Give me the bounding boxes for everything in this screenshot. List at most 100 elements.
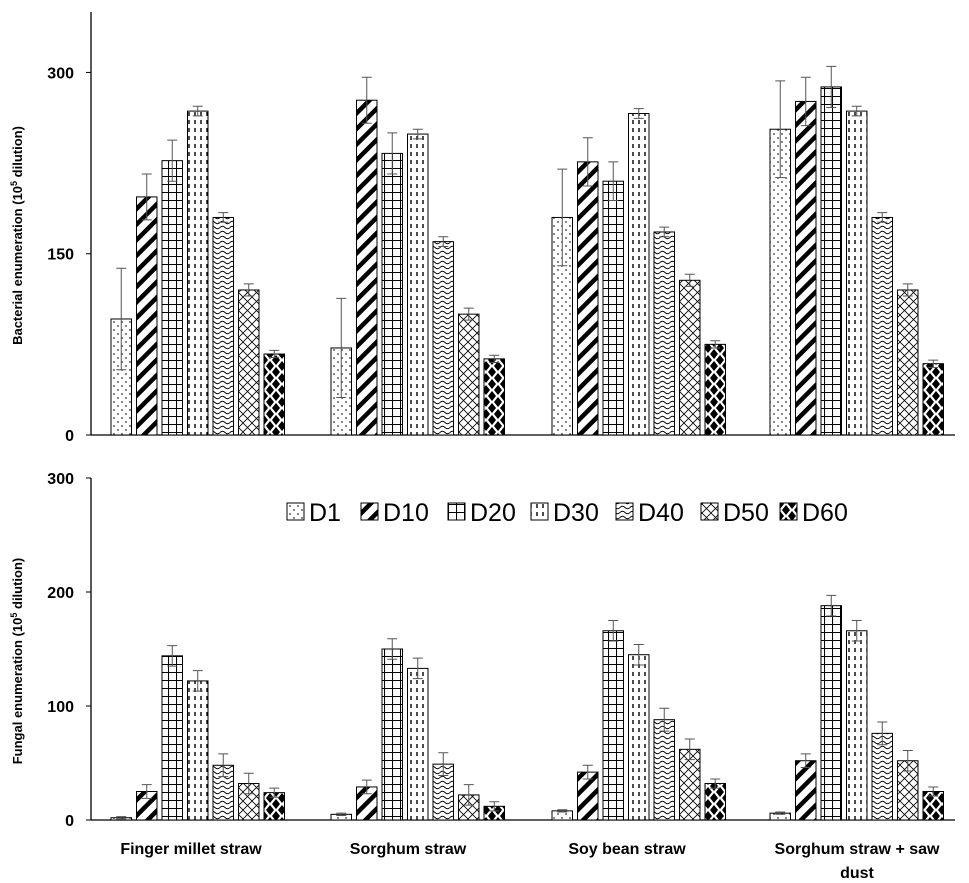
bar-d60-4 xyxy=(922,363,944,436)
error-bar xyxy=(336,812,347,816)
category-label-4: Sorghum straw + saw dust xyxy=(775,841,940,882)
bar-d50-4 xyxy=(897,289,919,436)
y-axis-title: Bacterial enumeration (105 dilution) xyxy=(9,126,25,345)
error-bar xyxy=(141,784,152,799)
error-bar xyxy=(928,359,939,368)
bar-d30-3 xyxy=(628,113,650,436)
error-bar xyxy=(582,137,593,187)
error-bar xyxy=(851,620,862,642)
legend-label-d1: D1 xyxy=(309,499,341,527)
error-bar xyxy=(684,738,695,761)
error-bar xyxy=(192,670,203,692)
y-tick-label: 100 xyxy=(47,699,74,716)
error-bar xyxy=(684,273,695,287)
error-bar xyxy=(608,620,619,642)
legend-swatch-d30 xyxy=(530,502,549,521)
y-tick-label: 150 xyxy=(47,247,74,264)
bar-d50-3 xyxy=(679,279,701,436)
bar-d50-2 xyxy=(458,313,480,436)
legend-label-d30: D30 xyxy=(553,499,599,527)
legend-swatch-d40 xyxy=(615,502,634,521)
error-bar xyxy=(218,753,229,778)
error-bar xyxy=(141,173,152,221)
bar-d30-2 xyxy=(407,133,429,436)
category-label-1: Finger millet straw xyxy=(120,841,262,858)
y-tick-label: 200 xyxy=(47,585,74,602)
y-tick-label: 300 xyxy=(47,471,74,488)
category-label-2: Sorghum straw xyxy=(350,841,467,858)
error-bar xyxy=(775,80,786,179)
bar-d20-4 xyxy=(820,86,842,436)
bar-d30-4 xyxy=(846,630,868,821)
error-bar xyxy=(800,753,811,769)
error-bar xyxy=(710,340,721,349)
error-bar xyxy=(243,772,254,795)
bar-d40-1 xyxy=(212,216,234,436)
bar-d60-1 xyxy=(263,353,285,436)
bar-d20-2 xyxy=(381,648,403,821)
bar-d30-3 xyxy=(628,654,650,821)
error-bar xyxy=(116,816,127,820)
error-bar xyxy=(877,721,888,746)
legend-label-d10: D10 xyxy=(383,499,429,527)
legend-label-d60: D60 xyxy=(802,499,848,527)
error-bar xyxy=(218,212,229,223)
error-bar xyxy=(167,645,178,667)
error-bar xyxy=(463,784,474,806)
bar-d20-4 xyxy=(820,605,842,821)
error-bar xyxy=(902,283,913,297)
bar-d50-1 xyxy=(238,289,260,436)
error-bar xyxy=(438,752,449,777)
error-bar xyxy=(387,132,398,175)
bar-d20-1 xyxy=(161,655,183,821)
y-tick-label: 0 xyxy=(65,813,74,830)
error-bar xyxy=(608,161,619,202)
error-bar xyxy=(659,707,670,732)
category-label-3: Soy bean straw xyxy=(568,841,686,858)
error-bar xyxy=(557,168,568,267)
error-bar xyxy=(800,76,811,127)
y-axis-title: Fungal enumeration (105 dilution) xyxy=(9,558,25,765)
legend-label-d20: D20 xyxy=(470,499,516,527)
error-bar xyxy=(826,65,837,108)
bar-d10-4 xyxy=(795,100,817,436)
error-bar xyxy=(116,267,127,371)
error-bar xyxy=(582,764,593,780)
bar-d20-3 xyxy=(602,630,624,821)
error-bar xyxy=(851,105,862,117)
bar-d40-2 xyxy=(432,241,454,436)
bar-d30-1 xyxy=(187,680,209,821)
bar-d10-2 xyxy=(356,99,378,436)
error-bar xyxy=(361,779,372,795)
error-bar xyxy=(659,226,670,238)
error-bar xyxy=(489,801,500,812)
bar-d60-3 xyxy=(704,343,726,436)
error-bar xyxy=(387,638,398,660)
error-bar xyxy=(633,643,644,666)
bar-d10-3 xyxy=(577,161,599,436)
bar-d40-3 xyxy=(653,719,675,821)
error-bar xyxy=(192,105,203,117)
error-bar xyxy=(489,354,500,363)
error-bar xyxy=(928,786,939,797)
error-bar xyxy=(438,236,449,247)
error-bar xyxy=(775,811,786,815)
y-tick-label: 0 xyxy=(65,428,74,445)
y-tick-label: 300 xyxy=(47,65,74,82)
error-bar xyxy=(710,778,721,789)
bar-d30-4 xyxy=(846,110,868,436)
error-bar xyxy=(336,297,347,399)
legend-swatch-d50 xyxy=(700,502,719,521)
error-bar xyxy=(557,809,568,813)
bar-d40-3 xyxy=(653,231,675,436)
error-bar xyxy=(269,787,280,798)
legend-swatch-d10 xyxy=(360,502,379,521)
error-bar xyxy=(167,139,178,182)
legend-swatch-d1 xyxy=(286,502,305,521)
panel-bacterial: 0 150 300 Bacterial enumeration (105 diluti… xyxy=(9,12,955,445)
bar-d40-4 xyxy=(871,216,893,436)
error-bar xyxy=(877,212,888,223)
bar-d20-3 xyxy=(602,180,624,436)
error-bar xyxy=(412,128,423,140)
